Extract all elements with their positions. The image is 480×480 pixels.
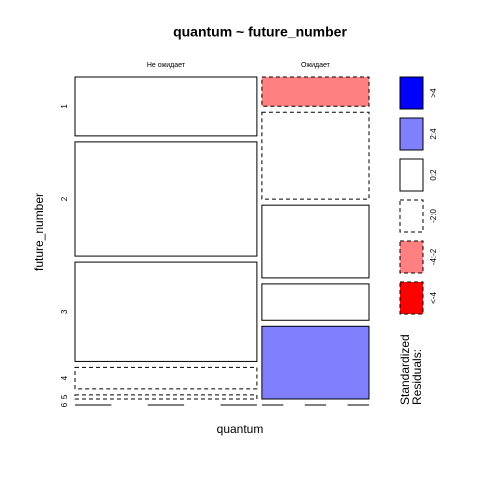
legend-swatch [399,240,424,274]
y-axis-label: future_number [32,193,46,271]
chart-title: quantum ~ future_number [173,24,347,40]
row-label: 3 [60,309,69,314]
tile [74,394,258,400]
row-label: 5 [60,394,69,399]
legend-swatch [399,281,424,315]
x-axis-label: quantum [217,422,264,436]
legend-title: Residuals: [410,349,424,405]
legend-swatch [399,117,424,151]
legend-label: 2:4 [429,128,438,140]
tile [261,76,370,107]
legend-label: <-4 [429,292,438,304]
legend-title: Standardized [398,334,412,405]
tile [74,76,258,137]
row-label: 4 [60,375,69,380]
legend-label: >4 [429,88,438,98]
legend-label: -4:-2 [429,248,438,265]
row-label: 6 [60,402,69,407]
tile [261,325,370,400]
row-label: 1 [60,104,69,109]
tile [261,204,370,279]
column-label: Не ожидает [147,62,186,69]
legend-swatch [399,158,424,192]
legend-swatch [399,76,424,110]
tile [74,366,258,390]
tile [261,283,370,321]
legend-label: -2:0 [429,209,438,223]
column-label: Ожидает [301,62,331,69]
legend-label: 0:2 [429,169,438,181]
tile [74,141,258,257]
tile [74,261,258,362]
row-label: 2 [60,196,69,201]
tile [261,111,370,200]
legend-swatch [399,199,424,233]
